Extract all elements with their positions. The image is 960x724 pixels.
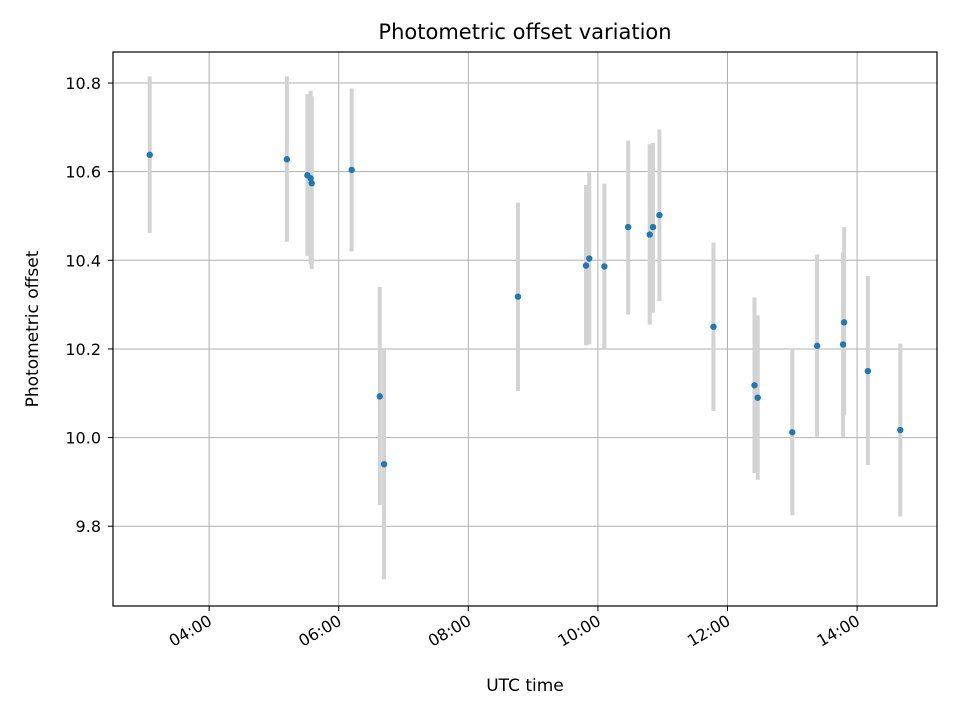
- data-point: [649, 223, 657, 231]
- data-point: [601, 263, 608, 270]
- data-point: [308, 179, 315, 187]
- x-tick-label: 08:00: [425, 611, 474, 651]
- data-point: [751, 382, 758, 389]
- x-tick-label: 14:00: [814, 611, 863, 651]
- data-point: [656, 211, 663, 219]
- y-tick-label: 10.6: [65, 163, 101, 182]
- data-point: [146, 151, 153, 159]
- y-tick-label: 10.8: [65, 74, 101, 93]
- y-axis-ticks: 9.8 10.0 10.2 10.4 10.6 10.8: [65, 74, 113, 536]
- chart-title: Photometric offset variation: [378, 20, 671, 44]
- data-point: [514, 293, 522, 300]
- x-axis-ticks: 04:00 06:00 08:00 10:00 12:00 14:00: [166, 606, 863, 651]
- x-tick-label: 10:00: [554, 611, 603, 651]
- y-tick-label: 10.2: [65, 340, 101, 359]
- data-point: [283, 156, 291, 163]
- y-tick-label: 10.0: [65, 429, 101, 448]
- data-point: [864, 367, 872, 375]
- y-tick-label: 9.8: [76, 517, 101, 536]
- data-point: [754, 394, 761, 401]
- data-point: [897, 426, 904, 434]
- y-axis-label: Photometric offset: [23, 250, 43, 407]
- data-point: [307, 175, 314, 182]
- data-point: [348, 166, 355, 174]
- data-point: [586, 255, 593, 262]
- data-point: [646, 231, 653, 238]
- data-point: [380, 460, 388, 468]
- data-point: [624, 223, 632, 231]
- errorbar-layer: [147, 76, 903, 580]
- data-point: [840, 319, 848, 326]
- data-point: [789, 429, 796, 436]
- data-point: [710, 323, 717, 330]
- plot-frame: [112, 51, 938, 607]
- point-layer: [146, 151, 904, 468]
- x-axis-label: UTC time: [486, 676, 564, 696]
- grid-layer: [113, 52, 937, 606]
- data-point: [376, 393, 383, 400]
- x-tick-label: 12:00: [684, 611, 733, 651]
- x-tick-label: 04:00: [166, 611, 215, 651]
- data-point: [813, 342, 821, 350]
- x-tick-label: 06:00: [295, 611, 344, 651]
- data-point: [582, 262, 590, 269]
- data-point: [839, 341, 847, 348]
- y-tick-label: 10.4: [65, 251, 101, 270]
